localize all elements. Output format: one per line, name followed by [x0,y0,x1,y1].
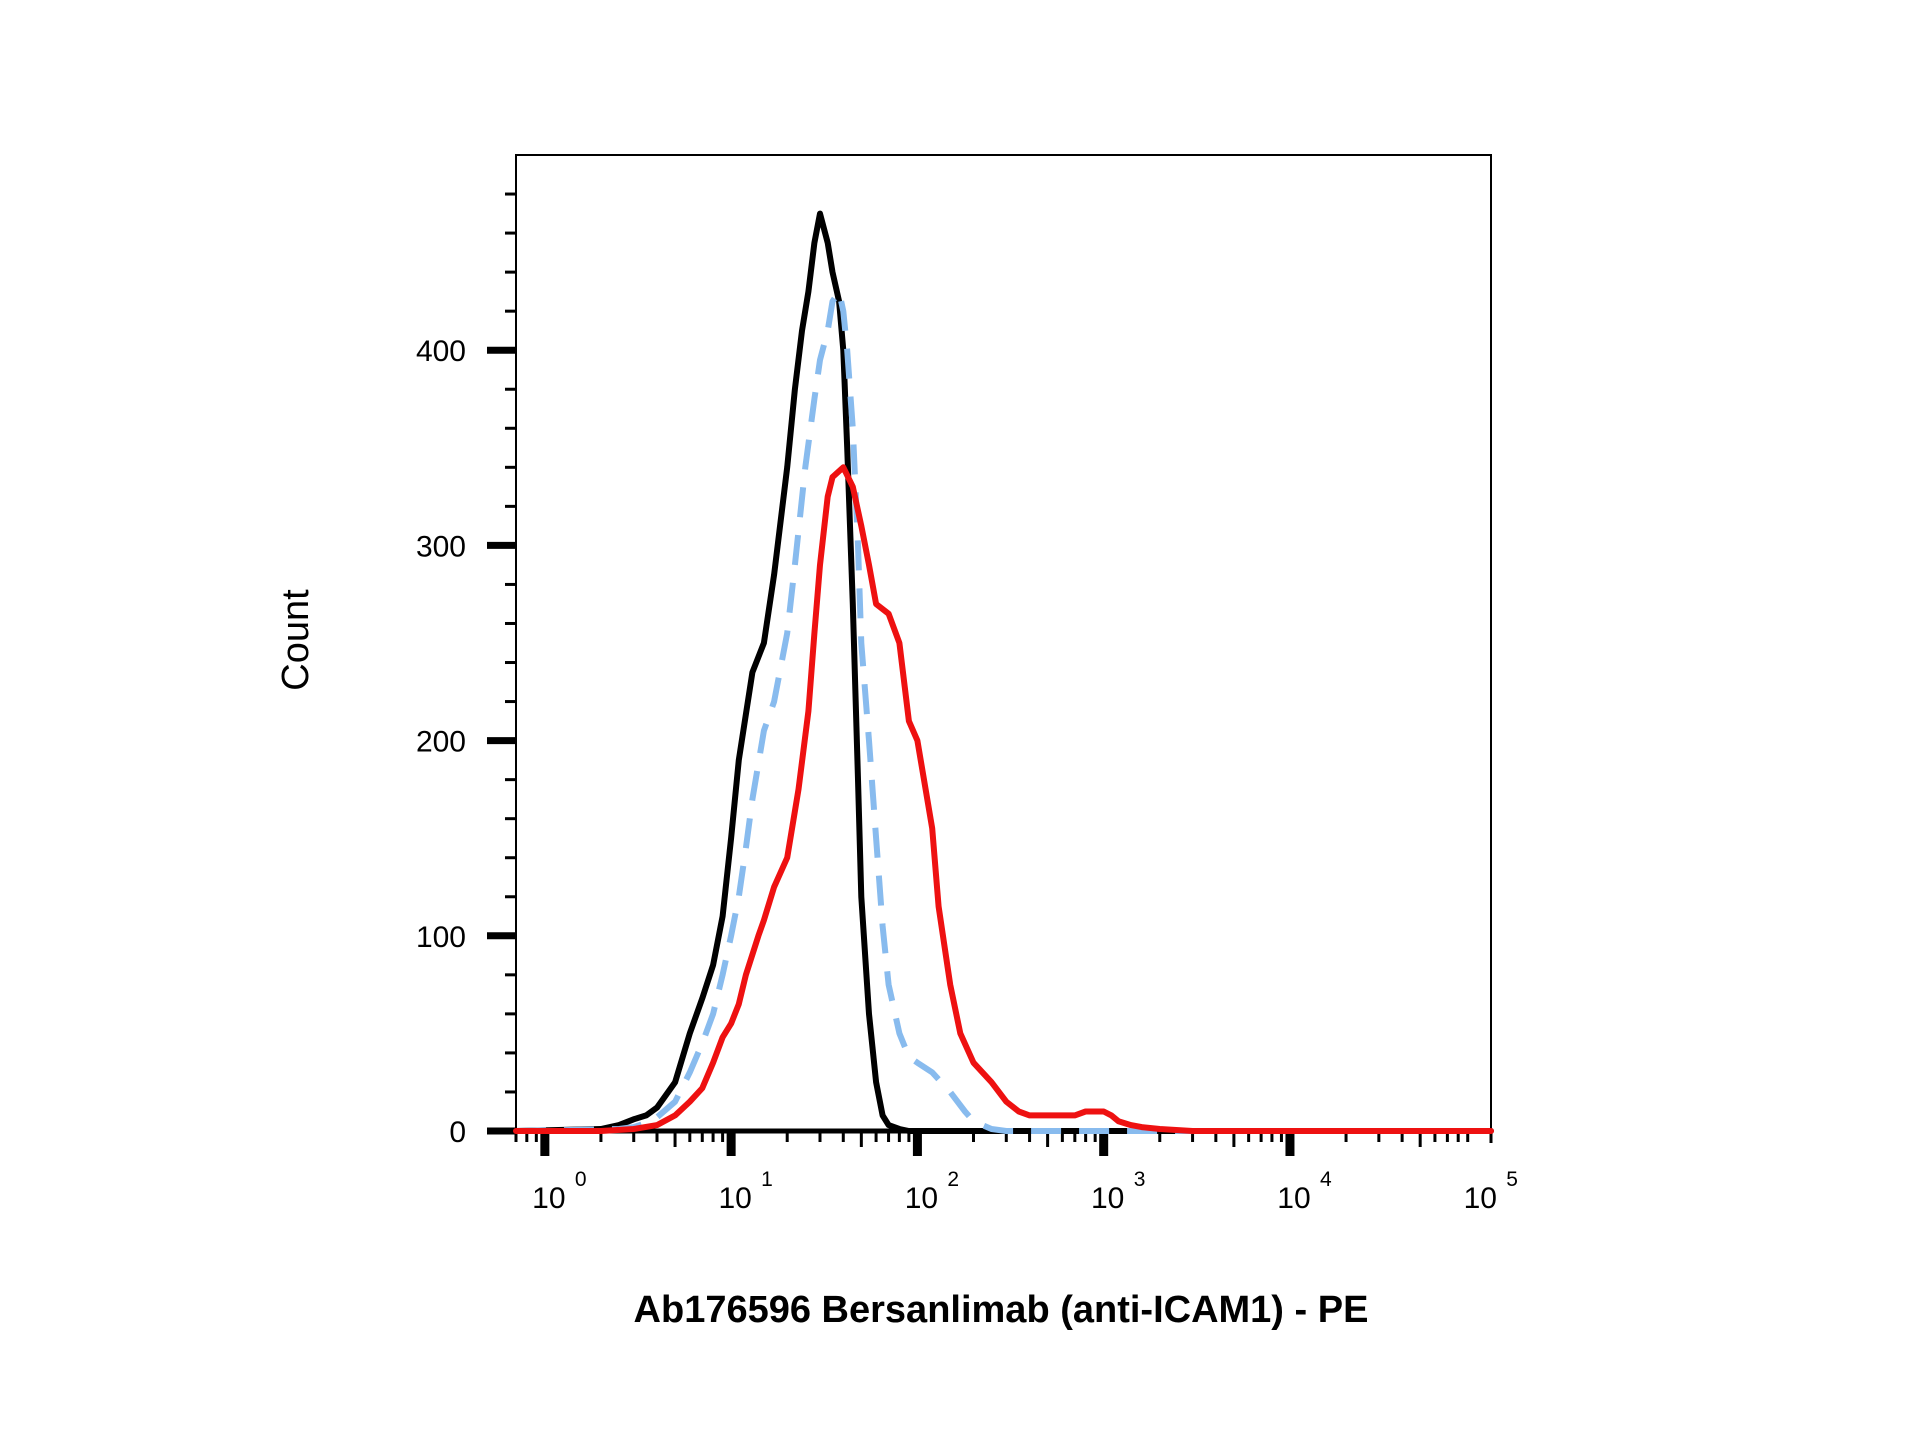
x-tick-exponent: 1 [761,1168,773,1191]
x-tick-exponent: 0 [575,1168,587,1191]
x-tick-label: 10 [1277,1182,1310,1215]
x-tick-label: 10 [532,1182,565,1215]
y-tick-label: 0 [449,1116,466,1149]
isotype-control-line [513,210,1494,1134]
y-tick-label: 200 [416,726,466,759]
y-tick-label: 300 [416,530,466,563]
x-tick-exponent: 2 [947,1168,959,1191]
y-tick-label: 100 [416,921,466,954]
x-tick-exponent: 4 [1320,1168,1332,1191]
x-tick-label: 10 [905,1182,938,1215]
x-tick-exponent: 3 [1134,1168,1146,1191]
series-group [513,210,1494,1134]
x-tick-label: 10 [718,1182,751,1215]
y-axis-title: Count [275,589,317,691]
stained-sample-line [513,464,1494,1134]
x-tick-label: 10 [1464,1182,1497,1215]
x-tick-label: 10 [1091,1182,1124,1215]
x-axis: 10 0 10 1 10 2 10 3 10 4 10 5 [487,1128,1518,1215]
y-tick-label: 400 [416,335,466,368]
x-tick-exponent: 5 [1506,1168,1518,1191]
x-axis-title: Ab176596 Bersanlimab (anti-ICAM1) - PE [634,1289,1369,1331]
unstained-dashed-line [515,288,1491,1134]
y-axis: 0 100 200 300 400 [416,192,516,1149]
plot-frame [515,154,1492,1132]
